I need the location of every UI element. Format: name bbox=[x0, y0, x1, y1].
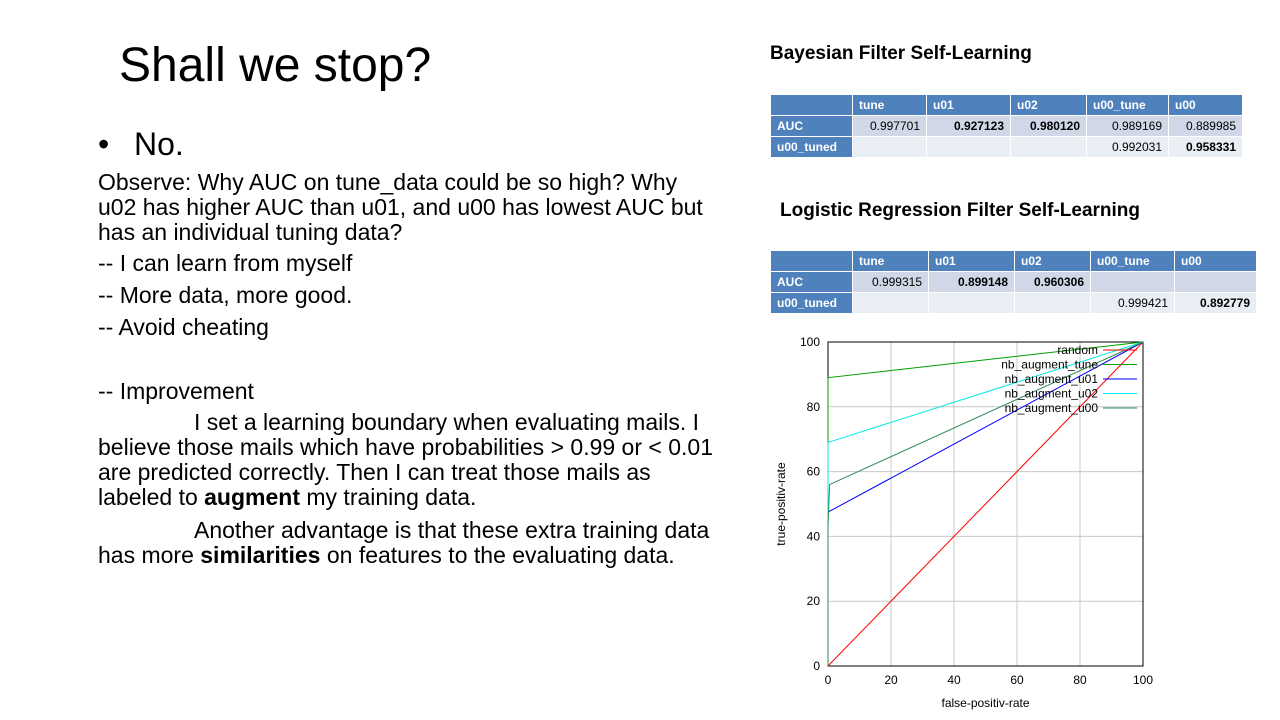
header-cell bbox=[770, 94, 853, 116]
table-cell bbox=[1174, 271, 1257, 293]
header-cell: u00_tune bbox=[1090, 250, 1175, 272]
header-cell bbox=[770, 250, 853, 272]
boundary-bold: augment bbox=[204, 484, 300, 510]
advantage-text-b: on features to the evaluating data. bbox=[320, 542, 675, 568]
table-cell: 0.958331 bbox=[1168, 136, 1243, 158]
advantage-paragraph: Another advantage is that these extra tr… bbox=[98, 518, 718, 568]
header-cell: u01 bbox=[926, 94, 1011, 116]
header-cell: u01 bbox=[928, 250, 1015, 272]
y-tick-label: 40 bbox=[807, 529, 821, 543]
y-tick-label: 20 bbox=[807, 594, 821, 608]
bullet-item: • No. bbox=[98, 124, 184, 164]
more-data-line: -- More data, more good. bbox=[98, 282, 353, 308]
x-tick-label: 80 bbox=[1073, 673, 1087, 687]
series-line-nb_augment_u00 bbox=[827, 341, 1144, 666]
table-row: AUC 0.999315 0.899148 0.960306 bbox=[770, 271, 1257, 293]
table-cell: 0.980120 bbox=[1010, 115, 1087, 137]
boundary-paragraph: I set a learning boundary when evaluatin… bbox=[98, 410, 718, 510]
series-line-random bbox=[827, 341, 1144, 667]
table-cell: 0.997701 bbox=[852, 115, 927, 137]
table-cell bbox=[928, 292, 1015, 314]
slide-title: Shall we stop? bbox=[119, 39, 432, 92]
bayes-auc-table: tune u01 u02 u00_tune u00 AUC 0.997701 0… bbox=[770, 94, 1243, 158]
table-cell: 0.889985 bbox=[1168, 115, 1243, 137]
header-cell: u02 bbox=[1014, 250, 1091, 272]
header-cell: u00 bbox=[1174, 250, 1257, 272]
legend-label: nb_augment_u02 bbox=[1005, 387, 1099, 401]
y-tick-label: 80 bbox=[807, 400, 821, 414]
table-cell: 0.992031 bbox=[1086, 136, 1169, 158]
bayes-table-title: Bayesian Filter Self-Learning bbox=[770, 43, 1032, 64]
table-cell: 0.989169 bbox=[1086, 115, 1169, 137]
row-label: AUC bbox=[770, 271, 853, 293]
table-cell bbox=[852, 136, 927, 158]
table-row: u00_tuned 0.999421 0.892779 bbox=[770, 292, 1257, 314]
table-header-row: tune u01 u02 u00_tune u00 bbox=[770, 250, 1257, 272]
table-row: u00_tuned 0.992031 0.958331 bbox=[770, 136, 1243, 158]
legend-label: nb_augment_tune bbox=[1001, 358, 1098, 372]
boundary-text-a: I set a learning boundary when evaluatin… bbox=[98, 409, 713, 510]
observe-paragraph: Observe: Why AUC on tune_data could be s… bbox=[98, 169, 703, 245]
header-cell: u02 bbox=[1010, 94, 1087, 116]
table-cell bbox=[852, 292, 929, 314]
y-tick-label: 0 bbox=[813, 659, 820, 673]
y-tick-label: 100 bbox=[800, 335, 820, 349]
header-cell: u00_tune bbox=[1086, 94, 1169, 116]
table-cell: 0.999315 bbox=[852, 271, 929, 293]
table-cell: 0.892779 bbox=[1174, 292, 1257, 314]
header-cell: tune bbox=[852, 94, 927, 116]
improvement-line: -- Improvement bbox=[98, 378, 254, 404]
table-cell bbox=[1090, 271, 1175, 293]
table-cell bbox=[1010, 136, 1087, 158]
table-cell: 0.927123 bbox=[926, 115, 1011, 137]
bullet-dot-icon: • bbox=[98, 126, 110, 162]
row-label: u00_tuned bbox=[770, 292, 853, 314]
cheating-line: -- Avoid cheating bbox=[98, 314, 269, 340]
table-header-row: tune u01 u02 u00_tune u00 bbox=[770, 94, 1243, 116]
x-tick-label: 20 bbox=[884, 673, 898, 687]
y-axis-label: true-positiv-rate bbox=[774, 462, 788, 546]
logreg-table-title: Logistic Regression Filter Self-Learning bbox=[780, 200, 1141, 221]
x-tick-label: 60 bbox=[1010, 673, 1024, 687]
row-label: AUC bbox=[770, 115, 853, 137]
advantage-bold: similarities bbox=[200, 542, 321, 568]
header-cell: u00 bbox=[1168, 94, 1243, 116]
learn-line: -- I can learn from myself bbox=[98, 250, 353, 276]
legend-label: nb_augment_u01 bbox=[1005, 372, 1099, 386]
table-row: AUC 0.997701 0.927123 0.980120 0.989169 … bbox=[770, 115, 1243, 137]
legend-label: random bbox=[1057, 343, 1098, 357]
boundary-text-b: my training data. bbox=[299, 484, 477, 510]
table-cell: 0.999421 bbox=[1090, 292, 1175, 314]
x-tick-label: 100 bbox=[1133, 673, 1153, 687]
x-axis-label: false-positiv-rate bbox=[941, 696, 1029, 710]
y-tick-label: 60 bbox=[807, 465, 821, 479]
table-cell: 0.899148 bbox=[928, 271, 1015, 293]
logreg-auc-table: tune u01 u02 u00_tune u00 AUC 0.999315 0… bbox=[770, 250, 1257, 314]
table-cell bbox=[926, 136, 1011, 158]
header-cell: tune bbox=[852, 250, 929, 272]
advantage-text-a: Another advantage is that these extra tr… bbox=[98, 517, 710, 568]
x-tick-label: 40 bbox=[947, 673, 961, 687]
x-tick-label: 0 bbox=[825, 673, 832, 687]
legend-label: nb_augment_u00 bbox=[1005, 401, 1099, 415]
table-cell: 0.960306 bbox=[1014, 271, 1091, 293]
roc-chart: 0 20 40 60 80 100 0 20 40 60 80 100 false-positiv-ra… bbox=[774, 335, 1153, 710]
row-label: u00_tuned bbox=[770, 136, 853, 158]
bullet-text: No. bbox=[134, 126, 184, 162]
body-text: Observe: Why AUC on tune_data could be s… bbox=[98, 170, 718, 568]
table-cell bbox=[1014, 292, 1091, 314]
